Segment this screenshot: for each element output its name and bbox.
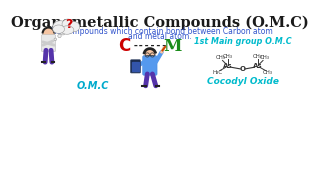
Text: ?: ?	[65, 19, 72, 32]
Text: CH₃: CH₃	[263, 70, 273, 75]
Text: CH₃: CH₃	[253, 54, 263, 59]
Text: H₃C: H₃C	[212, 70, 222, 75]
Text: As: As	[253, 63, 263, 69]
FancyBboxPatch shape	[143, 56, 157, 75]
Ellipse shape	[62, 19, 74, 29]
Text: CH₃: CH₃	[260, 55, 270, 60]
Text: 1st Main group O.M.C: 1st Main group O.M.C	[194, 37, 292, 46]
FancyBboxPatch shape	[132, 62, 139, 71]
Ellipse shape	[53, 21, 68, 33]
Circle shape	[43, 28, 54, 39]
Text: ------: ------	[132, 41, 167, 51]
Text: Organometallic Compounds (O.M.C): Organometallic Compounds (O.M.C)	[11, 15, 309, 30]
Circle shape	[54, 38, 57, 41]
Text: O: O	[240, 66, 246, 72]
FancyBboxPatch shape	[131, 60, 140, 73]
Text: Cocodyl Oxide: Cocodyl Oxide	[207, 77, 279, 86]
Text: C: C	[118, 37, 131, 55]
Text: O.M.C: O.M.C	[76, 81, 108, 91]
Text: As: As	[223, 63, 232, 69]
Ellipse shape	[60, 26, 74, 34]
Text: M: M	[164, 38, 182, 55]
Circle shape	[58, 34, 61, 38]
Circle shape	[60, 30, 65, 35]
Text: The compounds which contain bond between Carbon atom: The compounds which contain bond between…	[47, 27, 273, 36]
Ellipse shape	[68, 22, 80, 32]
Text: CH₃: CH₃	[222, 54, 233, 59]
Text: and metal atom.: and metal atom.	[128, 32, 192, 41]
Ellipse shape	[53, 25, 65, 33]
FancyBboxPatch shape	[41, 35, 56, 52]
Circle shape	[144, 49, 156, 60]
Text: CH₃: CH₃	[216, 55, 226, 60]
